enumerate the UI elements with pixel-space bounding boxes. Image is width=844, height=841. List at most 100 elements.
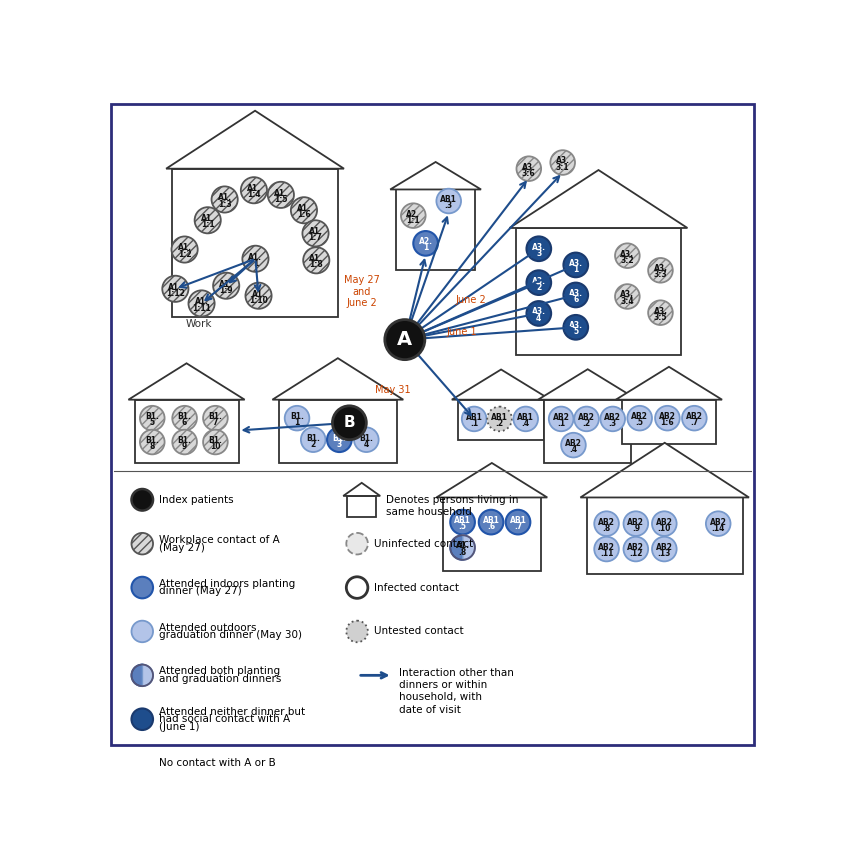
Text: .9: .9 bbox=[632, 524, 640, 532]
Circle shape bbox=[188, 290, 214, 316]
Circle shape bbox=[268, 182, 294, 208]
Text: .4: .4 bbox=[570, 445, 577, 454]
Text: had social contact with A: had social contact with A bbox=[160, 714, 290, 724]
Text: 1:3: 1:3 bbox=[218, 199, 231, 209]
Text: 4: 4 bbox=[536, 314, 542, 323]
Text: .5: .5 bbox=[636, 418, 644, 427]
Circle shape bbox=[655, 406, 679, 431]
Text: AB2: AB2 bbox=[598, 517, 615, 526]
Text: B1.: B1. bbox=[306, 434, 320, 442]
Text: A1.: A1. bbox=[195, 298, 208, 306]
Circle shape bbox=[132, 753, 153, 774]
Text: A1.: A1. bbox=[219, 280, 233, 288]
Circle shape bbox=[513, 406, 538, 431]
Text: A3,: A3, bbox=[620, 250, 635, 259]
Text: AB2: AB2 bbox=[659, 412, 676, 421]
Text: 3: 3 bbox=[536, 249, 542, 258]
Text: (May 27): (May 27) bbox=[160, 542, 205, 553]
Wedge shape bbox=[450, 535, 463, 560]
Text: .11: .11 bbox=[600, 549, 614, 558]
Text: B1.: B1. bbox=[360, 434, 373, 442]
Text: A1.: A1. bbox=[273, 189, 288, 198]
Text: A1.: A1. bbox=[201, 214, 214, 223]
Circle shape bbox=[241, 177, 267, 204]
Text: 1: 1 bbox=[253, 259, 258, 268]
Circle shape bbox=[401, 204, 425, 228]
Text: A3,: A3, bbox=[653, 264, 668, 273]
Circle shape bbox=[213, 272, 240, 299]
Text: B1.: B1. bbox=[208, 412, 222, 421]
Text: 2: 2 bbox=[311, 440, 316, 449]
Circle shape bbox=[487, 406, 511, 431]
Circle shape bbox=[682, 406, 706, 431]
Bar bbox=[134, 399, 239, 463]
Text: 1:2: 1:2 bbox=[178, 250, 192, 259]
Circle shape bbox=[624, 537, 648, 562]
Text: AB2: AB2 bbox=[627, 517, 644, 526]
Circle shape bbox=[212, 187, 238, 213]
Circle shape bbox=[594, 511, 619, 536]
Circle shape bbox=[132, 489, 153, 510]
Text: A3,: A3, bbox=[653, 307, 668, 315]
Circle shape bbox=[527, 236, 551, 261]
Text: 1:10: 1:10 bbox=[249, 296, 268, 304]
Circle shape bbox=[549, 406, 573, 431]
Text: A1.: A1. bbox=[309, 227, 322, 236]
Circle shape bbox=[615, 243, 640, 268]
Circle shape bbox=[527, 301, 551, 325]
Text: 7: 7 bbox=[213, 418, 218, 427]
Text: A2.: A2. bbox=[406, 209, 420, 219]
Circle shape bbox=[594, 537, 619, 562]
Text: AB1: AB1 bbox=[510, 516, 527, 525]
Polygon shape bbox=[510, 170, 687, 228]
Text: AB1: AB1 bbox=[466, 413, 483, 422]
Text: and graduation dinners: and graduation dinners bbox=[160, 674, 282, 685]
Circle shape bbox=[479, 510, 503, 534]
Text: B1.: B1. bbox=[178, 412, 192, 421]
Text: A1.: A1. bbox=[309, 254, 323, 263]
Text: A1.: A1. bbox=[297, 204, 311, 214]
Text: .1: .1 bbox=[557, 419, 565, 428]
Polygon shape bbox=[128, 363, 245, 399]
Text: 4: 4 bbox=[364, 440, 369, 449]
Bar bbox=[622, 399, 716, 443]
Text: B1.: B1. bbox=[333, 434, 346, 442]
Text: A3.: A3. bbox=[532, 277, 546, 286]
Text: Attended outdoors: Attended outdoors bbox=[160, 622, 257, 632]
Circle shape bbox=[132, 708, 153, 730]
Circle shape bbox=[140, 406, 165, 431]
Text: dinner (May 27): dinner (May 27) bbox=[160, 586, 242, 596]
Text: A1.: A1. bbox=[247, 184, 261, 193]
Text: AB1: AB1 bbox=[454, 516, 471, 525]
Text: AB2: AB2 bbox=[710, 517, 727, 526]
Text: AB2: AB2 bbox=[565, 439, 582, 448]
Text: A1.: A1. bbox=[218, 193, 231, 203]
Text: 3:6: 3:6 bbox=[522, 169, 536, 177]
Circle shape bbox=[550, 151, 575, 175]
Circle shape bbox=[517, 156, 541, 181]
Text: A3.: A3. bbox=[569, 259, 582, 268]
Text: 1:6: 1:6 bbox=[661, 418, 674, 427]
Polygon shape bbox=[616, 367, 722, 399]
Circle shape bbox=[333, 406, 366, 440]
Text: Attended both planting: Attended both planting bbox=[160, 666, 280, 676]
Text: .10: .10 bbox=[657, 524, 671, 532]
Polygon shape bbox=[273, 358, 403, 399]
Circle shape bbox=[291, 197, 317, 224]
Text: 1: 1 bbox=[573, 265, 578, 274]
Text: .12: .12 bbox=[629, 549, 642, 558]
Circle shape bbox=[648, 258, 673, 283]
Circle shape bbox=[284, 406, 310, 431]
Text: AB2: AB2 bbox=[578, 413, 595, 422]
Text: .3: .3 bbox=[445, 201, 452, 210]
Text: AB1: AB1 bbox=[517, 413, 534, 422]
Text: 6: 6 bbox=[182, 418, 187, 427]
Text: graduation dinner (May 30): graduation dinner (May 30) bbox=[160, 630, 302, 640]
Text: (June 1): (June 1) bbox=[160, 722, 200, 732]
Text: 10: 10 bbox=[210, 442, 220, 451]
Circle shape bbox=[203, 406, 228, 431]
Circle shape bbox=[302, 220, 328, 246]
Text: 1:7: 1:7 bbox=[309, 234, 322, 242]
Circle shape bbox=[140, 430, 165, 454]
Circle shape bbox=[346, 533, 368, 554]
